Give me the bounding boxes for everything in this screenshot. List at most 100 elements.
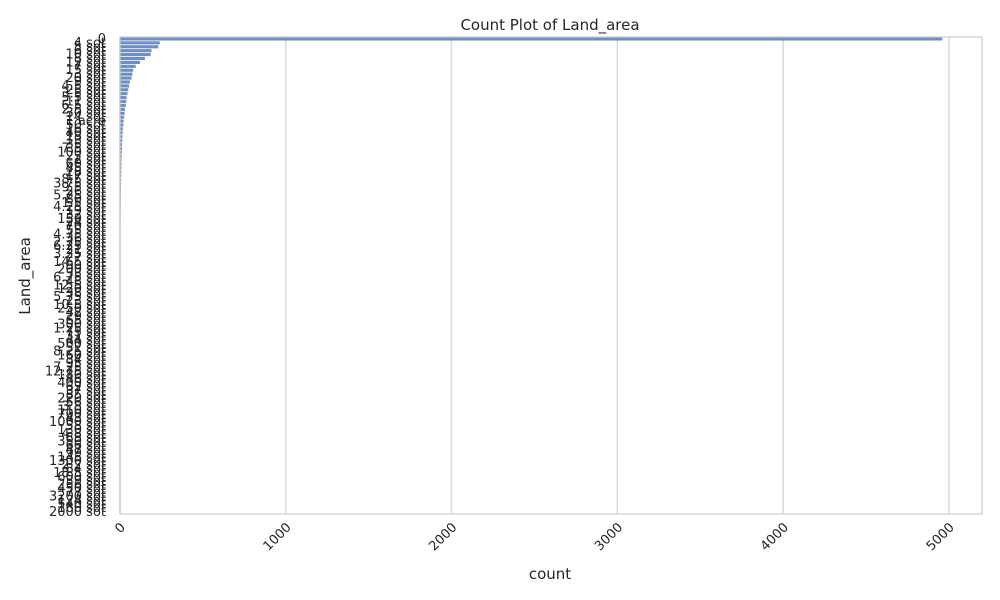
- y-tick-label: 20 sot: [66, 71, 107, 86]
- y-tick-label: 11 sot: [66, 95, 107, 110]
- y-tick-label: 3.8 sot: [61, 399, 106, 414]
- y-tick-label: 7.5 sot: [61, 141, 106, 156]
- bar: [120, 142, 123, 147]
- y-tick-label: 2.2 sot: [61, 458, 106, 473]
- y-tick-label: 13 sot: [66, 134, 107, 149]
- y-tick-label: 60 sot: [66, 157, 107, 172]
- y-tick-label: 4.75 sot: [53, 227, 106, 242]
- y-tick-label: 5.75 sot: [53, 290, 106, 305]
- bar: [120, 88, 129, 92]
- y-tick-label: 17 sot: [66, 169, 107, 184]
- bar: [120, 103, 126, 107]
- y-tick-label: 12 sot: [66, 55, 107, 70]
- y-tick-label: 85 sot: [66, 388, 107, 403]
- y-tick-label: 3 sot: [74, 67, 106, 82]
- y-tick-label: 8.5 sot: [61, 173, 106, 188]
- bar: [120, 131, 123, 135]
- y-tick-label: 52 sot: [66, 341, 107, 356]
- y-tick-label: 58 sot: [66, 419, 107, 434]
- y-tick-label: 8 sot: [74, 52, 106, 67]
- bar: [120, 76, 132, 80]
- y-tick-label: 55 sot: [66, 224, 107, 239]
- bar: [120, 56, 145, 61]
- y-tick-label: 22 sot: [66, 149, 107, 164]
- y-tick-label: 47 sot: [66, 442, 107, 457]
- y-tick-label: 30 sot: [66, 106, 107, 121]
- y-tick-label: 80 sot: [66, 192, 107, 207]
- y-tick-label: 70 sot: [66, 220, 107, 235]
- y-tick-label: 7 sot: [74, 59, 106, 74]
- y-tick-label: 35 sot: [66, 138, 107, 153]
- y-tick-label: 88 sot: [66, 431, 107, 446]
- bar: [120, 68, 134, 72]
- y-tick-label: 19 sot: [66, 204, 107, 219]
- y-tick-label: 37 sot: [66, 384, 107, 399]
- y-tick-label: 84 sot: [66, 462, 107, 477]
- y-tick-label: 4 sot: [74, 36, 106, 51]
- y-tick-label: 4.8 sot: [61, 427, 106, 442]
- y-tick-label: 250 sot: [57, 302, 106, 317]
- y-tick-label: 77 sot: [66, 485, 107, 500]
- y-tick-label: 160 sot: [57, 501, 106, 516]
- bar: [120, 49, 152, 53]
- bar: [120, 127, 123, 131]
- y-tick-label: 110 sot: [57, 403, 106, 418]
- y-tick-label: 256 sot: [57, 478, 106, 493]
- y-tick-label: 99 sot: [66, 446, 107, 461]
- y-tick-label: 26 sot: [66, 184, 107, 199]
- bar: [120, 139, 123, 143]
- y-tick-label: 450 sot: [57, 482, 106, 497]
- bar: [120, 96, 127, 100]
- y-tick-label: 2 sot: [74, 153, 106, 168]
- y-tick-label: 200 sot: [57, 263, 106, 278]
- y-tick-label: 540 sot: [57, 497, 106, 512]
- bar: [120, 119, 124, 123]
- y-tick-label: 21 sot: [66, 243, 107, 258]
- y-tick-label: 56 sot: [66, 396, 107, 411]
- plot-frame: [119, 36, 983, 515]
- y-tick-label: 700 sot: [57, 407, 106, 422]
- bar: [120, 158, 122, 162]
- y-tick-label: 43 sot: [66, 411, 107, 426]
- bar: [120, 72, 133, 76]
- y-tick-label: 16 sot: [66, 122, 107, 137]
- y-tick-label: 23 sot: [66, 294, 107, 309]
- bar: [120, 84, 130, 88]
- bar: [120, 107, 125, 111]
- y-tick-label: 24 sot: [66, 216, 107, 231]
- y-tick-label: 500 sot: [57, 337, 106, 352]
- y-tick-label: 40 sot: [66, 126, 107, 141]
- y-tick-label: 300 sot: [57, 317, 106, 332]
- y-tick-label: 28 sot: [66, 165, 107, 180]
- bar: [120, 170, 122, 174]
- y-tick-label: 1 acre: [65, 114, 106, 129]
- y-tick-label: 45 sot: [66, 161, 107, 176]
- y-tick-label: 220 sot: [57, 392, 106, 407]
- y-tick-label: 9.5 sot: [61, 181, 106, 196]
- y-tick-label: 2.5 sot: [61, 102, 106, 117]
- y-tick-label: 10.5 sot: [53, 298, 106, 313]
- y-tick-label: 6.75 sot: [53, 270, 106, 285]
- y-tick-label: 120 sot: [57, 282, 106, 297]
- y-tick-label: 6.25 sot: [53, 239, 106, 254]
- y-tick-label: 124 sot: [57, 493, 106, 508]
- y-tick-label: 34 sot: [66, 353, 107, 368]
- bar: [120, 37, 943, 41]
- y-tick-label: 2000 sot: [49, 505, 106, 520]
- y-tick-label: 29 sot: [66, 310, 107, 325]
- y-tick-label: 18.5 sot: [53, 466, 106, 481]
- y-tick-label: 1.25 sot: [53, 321, 106, 336]
- y-tick-label: 6.5 sot: [61, 98, 106, 113]
- y-tick-label: 12.75 sot: [45, 364, 106, 379]
- y-tick-label: 50 sot: [66, 118, 107, 133]
- y-tick-label: 10 sot: [66, 48, 107, 63]
- y-tick-label: 36 sot: [66, 231, 107, 246]
- y-tick-label: 4.5 sot: [61, 79, 106, 94]
- y-tick-label: 65 sot: [66, 313, 107, 328]
- bar: [120, 99, 127, 104]
- y-tick-label: 0: [98, 32, 106, 47]
- y-tick-label: 3.5 sot: [61, 87, 106, 102]
- bar: [120, 45, 159, 49]
- y-tick-label: 350 sot: [57, 435, 106, 450]
